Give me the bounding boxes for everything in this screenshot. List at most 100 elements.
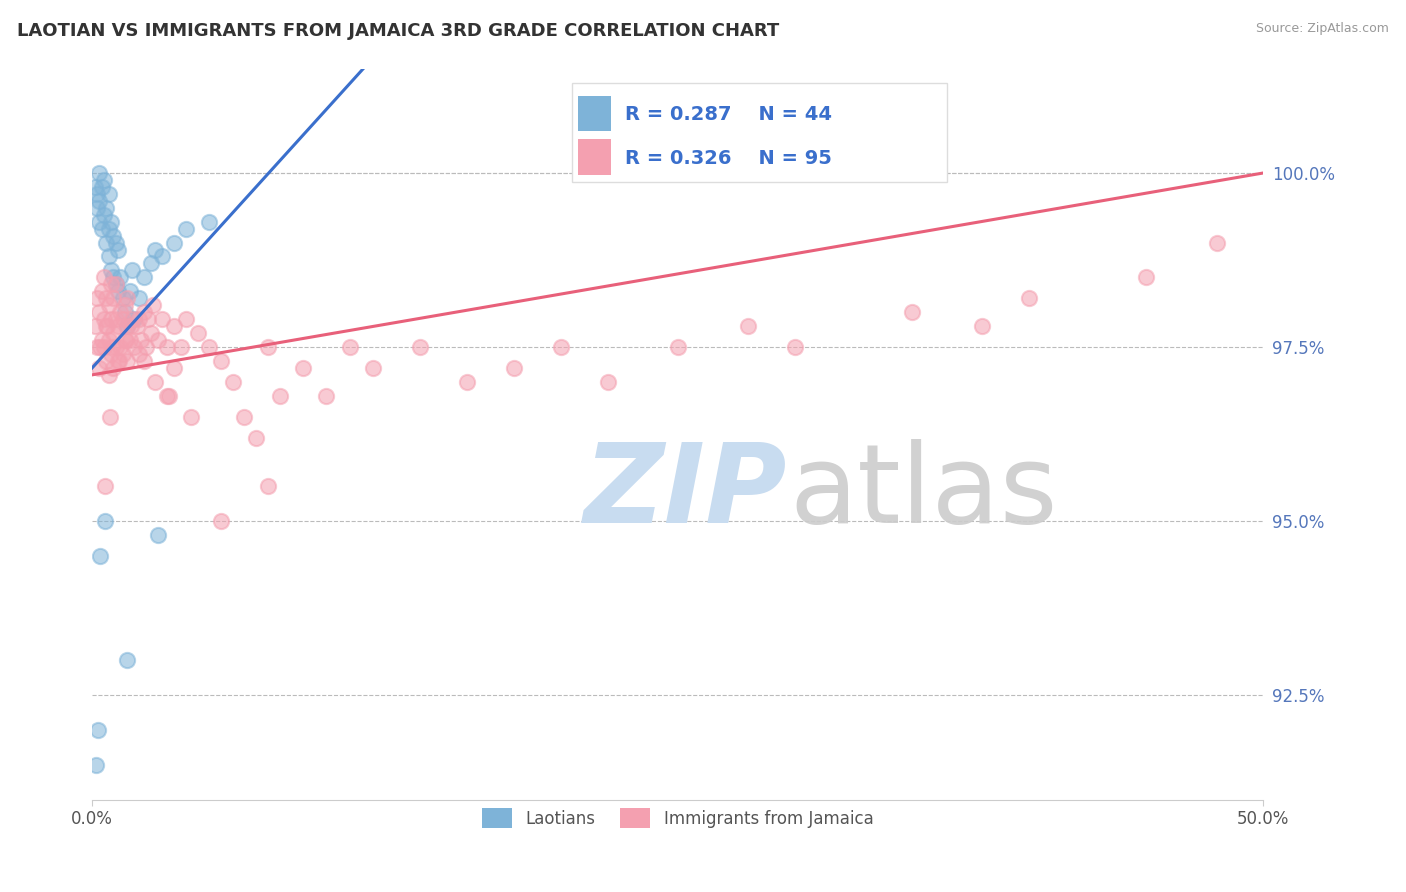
Point xyxy=(100,347,122,361)
Point xyxy=(121,263,143,277)
Point xyxy=(124,340,146,354)
Text: R = 0.287    N = 44: R = 0.287 N = 44 xyxy=(626,105,832,124)
Point xyxy=(104,340,127,354)
Point xyxy=(111,291,134,305)
Point xyxy=(146,333,169,347)
Point xyxy=(163,360,186,375)
Point xyxy=(90,221,112,235)
Point xyxy=(111,347,134,361)
Point xyxy=(1205,235,1227,250)
FancyBboxPatch shape xyxy=(572,83,948,182)
Point xyxy=(100,312,122,326)
Point xyxy=(107,354,129,368)
Point xyxy=(339,340,361,354)
Text: atlas: atlas xyxy=(789,439,1057,546)
Point xyxy=(89,166,111,180)
Text: ZIP: ZIP xyxy=(583,439,787,546)
Point xyxy=(86,291,108,305)
FancyBboxPatch shape xyxy=(578,95,612,130)
Point xyxy=(96,291,118,305)
Point xyxy=(96,235,118,250)
Point xyxy=(104,235,127,250)
Point xyxy=(245,430,267,444)
Point xyxy=(97,250,120,264)
Point xyxy=(100,215,122,229)
Text: LAOTIAN VS IMMIGRANTS FROM JAMAICA 3RD GRADE CORRELATION CHART: LAOTIAN VS IMMIGRANTS FROM JAMAICA 3RD G… xyxy=(17,22,779,40)
Point xyxy=(131,333,153,347)
Point xyxy=(89,549,111,563)
Point xyxy=(90,333,112,347)
Point xyxy=(107,319,129,334)
Text: R = 0.326    N = 95: R = 0.326 N = 95 xyxy=(626,149,832,168)
Point xyxy=(97,221,120,235)
Point xyxy=(90,179,112,194)
Point xyxy=(139,326,162,340)
Point xyxy=(108,354,131,368)
Point xyxy=(117,354,139,368)
Point xyxy=(110,340,132,354)
Point xyxy=(118,333,141,347)
Point xyxy=(104,312,127,326)
Point xyxy=(666,340,689,354)
Point xyxy=(107,243,129,257)
Point xyxy=(209,354,232,368)
Point xyxy=(269,389,291,403)
Point xyxy=(117,319,139,334)
Point xyxy=(96,354,118,368)
Point xyxy=(96,319,118,334)
Point xyxy=(174,312,197,326)
Point xyxy=(93,173,115,187)
Point xyxy=(456,375,478,389)
Point xyxy=(180,409,202,424)
Point xyxy=(132,305,155,319)
Point xyxy=(361,360,384,375)
Point xyxy=(100,277,122,292)
Point xyxy=(128,312,150,326)
Point xyxy=(152,312,174,326)
Point xyxy=(107,285,129,299)
Point xyxy=(159,389,181,403)
Point xyxy=(233,409,256,424)
Point xyxy=(104,277,127,292)
Point xyxy=(550,340,572,354)
Point xyxy=(142,298,165,312)
Point xyxy=(98,409,121,424)
Point xyxy=(198,215,221,229)
Point xyxy=(128,347,150,361)
Point xyxy=(187,326,209,340)
Point xyxy=(409,340,432,354)
Point xyxy=(89,194,111,208)
Point xyxy=(104,277,127,292)
Point xyxy=(972,319,994,334)
Point xyxy=(94,479,117,493)
Point xyxy=(132,354,155,368)
Point xyxy=(1135,270,1157,285)
Point xyxy=(110,305,132,319)
Point xyxy=(114,305,136,319)
Point xyxy=(100,263,122,277)
Point xyxy=(83,179,105,194)
Point xyxy=(89,215,111,229)
Point xyxy=(156,389,179,403)
Point xyxy=(90,285,112,299)
FancyBboxPatch shape xyxy=(578,139,612,175)
Point xyxy=(163,235,186,250)
Point xyxy=(101,340,124,354)
Point xyxy=(152,250,174,264)
Point xyxy=(128,291,150,305)
Point xyxy=(93,312,115,326)
Point xyxy=(292,360,315,375)
Point xyxy=(170,340,193,354)
Point xyxy=(145,375,167,389)
Point xyxy=(89,340,111,354)
Point xyxy=(120,319,142,334)
Point xyxy=(97,186,120,201)
Point xyxy=(146,528,169,542)
Point xyxy=(163,319,186,334)
Point xyxy=(86,340,108,354)
Point xyxy=(83,319,105,334)
Point xyxy=(114,298,136,312)
Point xyxy=(86,186,108,201)
Point xyxy=(901,305,924,319)
Point xyxy=(84,757,107,772)
